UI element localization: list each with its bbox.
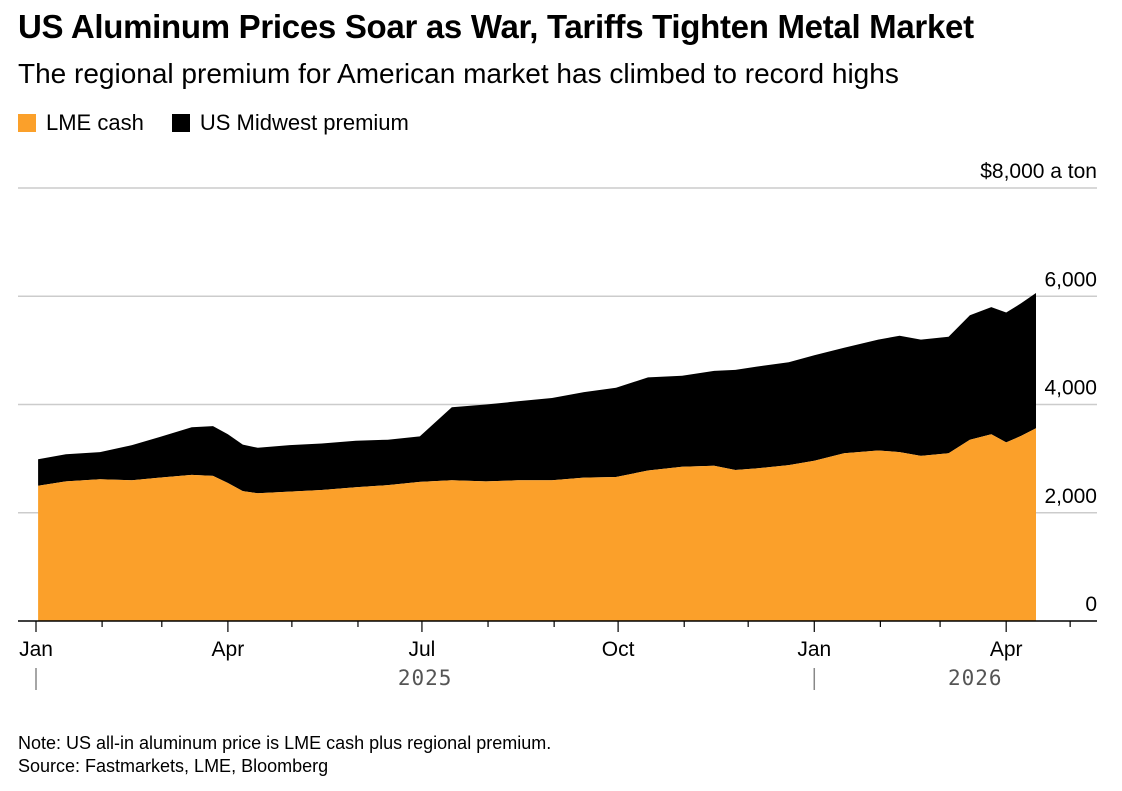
area-us-midwest-premium (38, 293, 1037, 494)
x-axis (18, 620, 1097, 690)
chart-legend: LME cash US Midwest premium (18, 110, 437, 136)
legend-label-lme: LME cash (46, 110, 144, 135)
note-text: Note: US all-in aluminum price is LME ca… (18, 733, 552, 753)
chart-title: US Aluminum Prices Soar as War, Tariffs … (18, 8, 974, 45)
source-text: Source: Fastmarkets, LME, Bloomberg (18, 756, 329, 776)
chart-footnote: Note: US all-in aluminum price is LME ca… (18, 732, 551, 778)
year-label-2025: 2025 (398, 666, 453, 690)
legend-item-lme: LME cash (18, 110, 144, 136)
x-tick-label-2025-01-01: Jan (19, 638, 53, 661)
x-tick-label-2025-10-01: Oct (602, 638, 635, 661)
x-tick-label-2026-01-01: Jan (797, 638, 831, 661)
y-tick-label-8000: $8,000 a ton (980, 160, 1097, 183)
y-tick-label-4000: 4,000 (1044, 377, 1097, 400)
legend-swatch-lme (18, 114, 36, 132)
x-tick-label-2025-04-01: Apr (212, 638, 245, 661)
legend-label-premium: US Midwest premium (199, 110, 409, 135)
chart-subtitle: The regional premium for American market… (18, 58, 899, 89)
legend-swatch-premium (171, 114, 190, 132)
area-lme-cash (38, 428, 1037, 621)
x-tick-label-2026-04-01: Apr (990, 638, 1023, 661)
y-tick-label-2000: 2,000 (1044, 485, 1097, 508)
y-tick-label-6000: 6,000 (1044, 268, 1097, 291)
tick-labels: 0 2,000 4,000 6,000 $8,000 a ton Jan Apr Jul Oct… (19, 160, 1097, 690)
y-tick-label-0: 0 (1085, 593, 1097, 616)
x-tick-label-2025-07-01: Jul (409, 638, 436, 661)
area-series (38, 293, 1037, 621)
year-label-2026: 2026 (948, 666, 1003, 690)
legend-item-premium: US Midwest premium (171, 110, 409, 136)
